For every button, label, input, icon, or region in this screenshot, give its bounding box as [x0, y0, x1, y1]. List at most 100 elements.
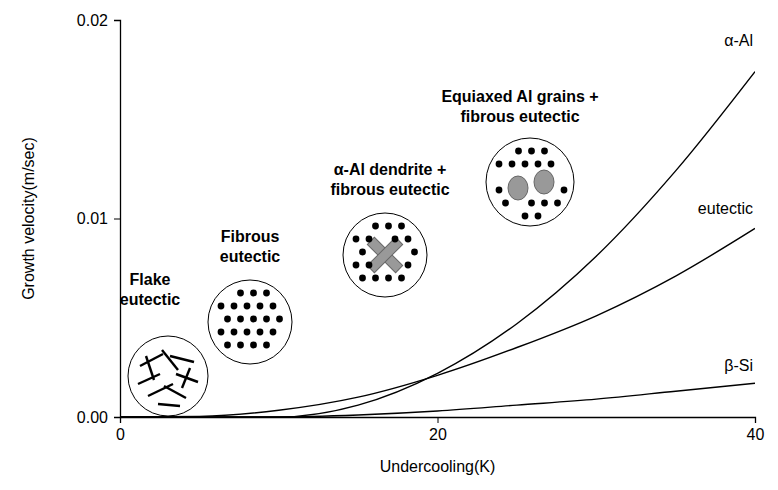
x-axis-line: [121, 418, 756, 424]
lines: [120, 72, 755, 417]
micrograph-circle: [208, 280, 292, 364]
series-line: [120, 72, 755, 417]
micro-dot: [263, 290, 270, 297]
micrograph-circle: [128, 336, 208, 416]
annotation-line: fibrous eutectic: [330, 181, 449, 198]
annotation-line: α-Al dendrite +: [334, 161, 447, 178]
micro-dot: [231, 329, 238, 336]
micro-dot: [522, 161, 529, 168]
micro-dot: [385, 275, 392, 282]
annotation-label: Equiaxed Al grains +fibrous eutectic: [441, 88, 598, 125]
y-tick-mark: [114, 219, 120, 220]
x-tick: 0: [116, 417, 125, 443]
y-tick-label: 0.00: [77, 409, 108, 426]
annotations: FlakeeutecticFibrouseutecticα-Al dendrit…: [120, 88, 599, 416]
x-tick-label: 20: [429, 426, 447, 443]
y-tick-mark: [114, 20, 120, 21]
micro-dot: [528, 200, 535, 207]
micro-dot: [224, 316, 231, 323]
x-tick: 40: [747, 417, 765, 443]
x-tick-mark: [438, 417, 439, 423]
micro-dot: [535, 213, 542, 220]
micro-dot: [509, 161, 516, 168]
micro-dot: [257, 329, 264, 336]
x-axis-title: Undercooling(K): [380, 458, 496, 475]
x-tick-label: 0: [116, 426, 125, 443]
x-tick: 20: [429, 417, 447, 443]
micro-dot: [263, 342, 270, 349]
y-tick: 0.00: [77, 409, 120, 426]
y-axis-line: [114, 21, 121, 418]
micro-dot: [359, 275, 366, 282]
x-tick-mark: [755, 417, 756, 423]
dendrite-arm: [367, 237, 402, 272]
annotation-line: fibrous eutectic: [460, 108, 579, 125]
micro-dot: [515, 148, 522, 155]
flake: [162, 350, 178, 370]
micro-dot: [250, 290, 257, 297]
series-line: [120, 228, 755, 417]
y-tick: 0.01: [77, 210, 120, 227]
micro-dot: [237, 290, 244, 297]
y-axis: 0.00 0.01 0.02: [77, 12, 121, 426]
y-tick-mark: [114, 417, 120, 418]
annotation-label: α-Al dendrite + fibrous eutectic: [330, 161, 449, 198]
micro-dot: [528, 148, 535, 155]
micro-dot: [366, 262, 373, 269]
micro-dot: [496, 187, 503, 194]
y-axis-title: Growth velocity(m/sec): [20, 137, 37, 300]
x-axis: 0 20 40: [116, 417, 764, 443]
micro-dot: [359, 249, 366, 256]
micro-dot: [411, 249, 418, 256]
micro-dot: [554, 200, 561, 207]
micro-dot: [244, 329, 251, 336]
flake: [146, 356, 154, 380]
flake: [182, 368, 190, 388]
micro-dot: [385, 223, 392, 230]
micro-dot: [405, 236, 412, 243]
micro-dot: [244, 303, 251, 310]
series-label: β-Si: [724, 357, 753, 374]
y-tick-label: 0.02: [77, 12, 108, 29]
equiaxed-grain: [534, 170, 554, 194]
micro-dot: [250, 316, 257, 323]
annotation-label: Flake eutectic: [120, 271, 181, 308]
micro-dot: [276, 316, 283, 323]
micro-dot: [263, 316, 270, 323]
series-label: α-Al: [724, 32, 753, 49]
micro-dot: [270, 303, 277, 310]
micro-dot: [372, 223, 379, 230]
dendrite-arm: [367, 237, 402, 272]
annotation-line: eutectic: [220, 248, 281, 265]
y-tick-label: 0.01: [77, 210, 108, 227]
flake: [140, 354, 163, 366]
micro-dot: [353, 262, 360, 269]
equiaxed-grain: [508, 176, 528, 200]
annotation-line: eutectic: [120, 291, 181, 308]
annotation-line: Flake: [130, 271, 171, 288]
plot-area: 0 20 40 0.00 0.01 0.02 α-Al eutectic β-Si Flake eu…: [77, 12, 765, 444]
micro-dot: [496, 161, 503, 168]
micrograph-circle: [486, 138, 574, 226]
micro-dot: [237, 316, 244, 323]
flake: [138, 374, 160, 384]
micro-dot: [353, 236, 360, 243]
series-label: eutectic: [698, 200, 753, 217]
micro-dot: [398, 275, 405, 282]
micro-dot: [270, 329, 277, 336]
micrograph: [486, 138, 574, 226]
micrograph: [343, 213, 427, 297]
flake: [170, 356, 194, 362]
micrograph: [208, 280, 292, 364]
series-line: [120, 383, 755, 417]
micro-dot: [366, 236, 373, 243]
y-tick: 0.02: [77, 12, 120, 29]
micro-dot: [405, 262, 412, 269]
micro-dot: [237, 342, 244, 349]
flake: [158, 404, 180, 406]
micro-dot: [257, 303, 264, 310]
micro-dot: [250, 342, 257, 349]
x-tick-label: 40: [747, 426, 765, 443]
micro-dot: [541, 200, 548, 207]
chart: 0 20 40 0.00 0.01 0.02 α-Al eutectic β-Si Flake eu…: [0, 0, 778, 490]
